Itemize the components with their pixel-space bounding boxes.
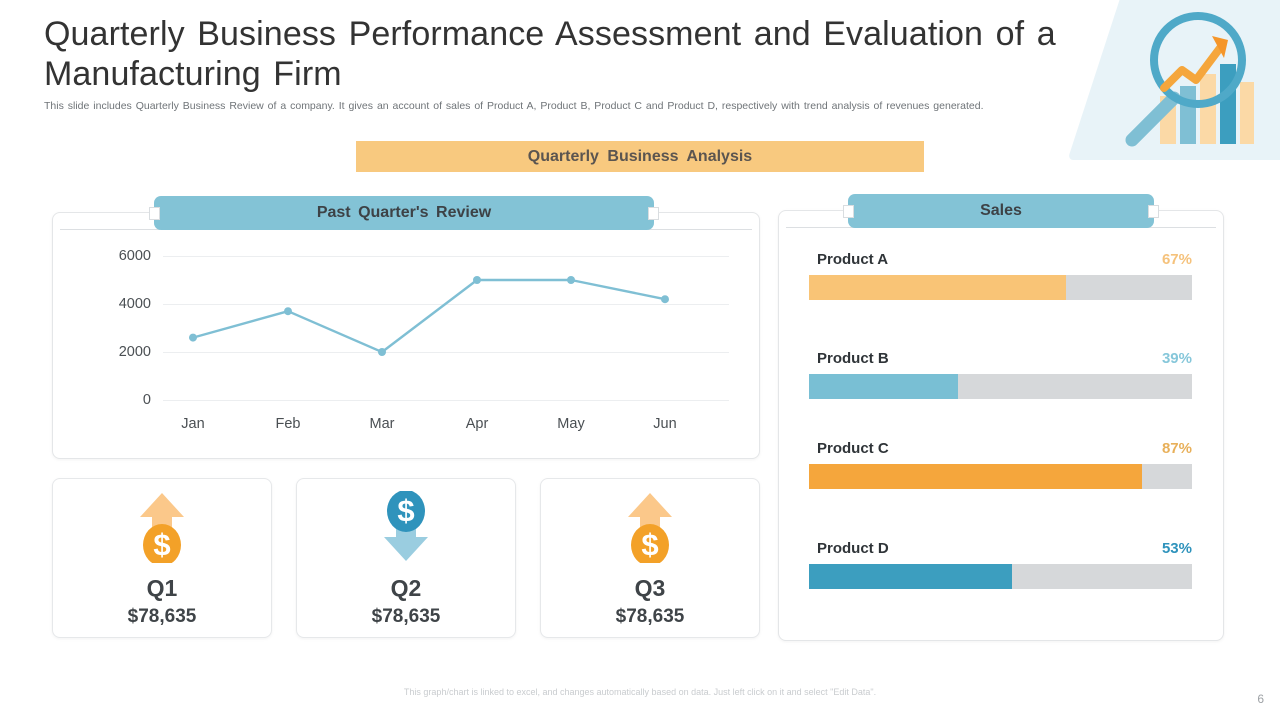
sales-row-percent: 39% — [1161, 350, 1192, 367]
x-axis-label-jan: Jan — [181, 416, 205, 432]
chart-panel-tab[interactable]: Past Quarter's Review — [149, 196, 659, 230]
x-axis-label-jun: Jun — [653, 416, 677, 432]
tab-notch-left — [149, 207, 160, 220]
sales-row-label: Product A — [817, 251, 889, 268]
chart-tab-connector-left — [60, 229, 160, 230]
x-axis-label-apr: Apr — [465, 416, 489, 432]
section-banner: Quarterly Business Analysis — [356, 141, 924, 172]
sales-row-percent: 87% — [1161, 440, 1192, 457]
y-axis-label-0: 0 — [142, 392, 151, 408]
tab-notch-left — [843, 205, 854, 218]
magnifying-glass-chart-icon — [1116, 8, 1256, 168]
sales-row-label: Product D — [817, 540, 889, 557]
kpi-card-q2[interactable]: $ Q2 $78,635 — [296, 478, 516, 638]
dollar-down-arrow-icon: $ — [378, 491, 434, 563]
line-series — [189, 276, 669, 356]
sales-progress-track — [809, 374, 1192, 399]
svg-text:$: $ — [641, 527, 658, 562]
sales-row-label: Product B — [817, 350, 889, 367]
sales-progress-fill — [809, 564, 1012, 589]
sales-progress-fill — [809, 464, 1143, 489]
svg-text:$: $ — [397, 493, 414, 528]
past-quarter-review-panel: 6000 4000 2000 0 Jan Feb Mar Apr May Jun — [52, 212, 760, 459]
tab-notch-right — [648, 207, 659, 220]
y-axis-label-6000: 6000 — [118, 248, 151, 264]
gridline-6000 — [163, 256, 729, 257]
kpi-card-q1[interactable]: $ Q1 $78,635 — [52, 478, 272, 638]
sales-row-percent: 53% — [1161, 540, 1192, 557]
kpi-title: Q2 — [390, 575, 422, 601]
sales-panel-tab-label: Sales — [980, 202, 1022, 219]
kpi-value: $78,635 — [127, 606, 197, 627]
x-axis-label-mar: Mar — [369, 416, 395, 432]
sales-tab-connector-right — [1146, 227, 1216, 228]
kpi-title: Q1 — [146, 575, 178, 601]
page-subtitle: This slide includes Quarterly Business R… — [44, 100, 984, 112]
kpi-card-q3[interactable]: $ Q3 $78,635 — [540, 478, 760, 638]
footer-note: This graph/chart is linked to excel, and… — [403, 687, 877, 697]
sales-row-percent: 67% — [1161, 251, 1192, 268]
sales-progress-track — [809, 275, 1192, 300]
kpi-value: $78,635 — [615, 606, 685, 627]
sales-progress-fill — [809, 374, 959, 399]
svg-text:$: $ — [153, 527, 170, 562]
section-banner-label: Quarterly Business Analysis — [527, 147, 753, 165]
kpi-title: Q3 — [634, 575, 666, 601]
chart-panel-tab-label: Past Quarter's Review — [316, 204, 492, 221]
sales-panel-tab[interactable]: Sales — [843, 194, 1159, 228]
x-axis-label-may: May — [557, 416, 585, 432]
y-axis-label-2000: 2000 — [118, 344, 151, 360]
gridline-0 — [163, 400, 729, 401]
sales-progress-track — [809, 564, 1192, 589]
line-chart: 6000 4000 2000 0 Jan Feb Mar Apr May Jun — [53, 213, 759, 458]
sales-progress-fill — [809, 275, 1066, 300]
sales-tab-connector-left — [786, 227, 856, 228]
y-axis-label-4000: 4000 — [118, 296, 151, 312]
dollar-up-arrow-icon: $ — [622, 491, 678, 563]
sales-progress-track — [809, 464, 1192, 489]
header-decoration — [1040, 0, 1280, 175]
kpi-value: $78,635 — [371, 606, 441, 627]
dollar-up-arrow-icon: $ — [134, 491, 190, 563]
gridline-2000 — [163, 352, 729, 353]
chart-tab-connector-right — [648, 229, 752, 230]
sales-panel: Product A 67% Product B 39% Product C 87… — [778, 210, 1224, 641]
tab-notch-right — [1148, 205, 1159, 218]
page-number: 6 — [1257, 692, 1264, 706]
page-title: Quarterly Business Performance Assessmen… — [44, 15, 1056, 93]
sales-row-label: Product C — [817, 440, 889, 457]
x-axis-label-feb: Feb — [275, 416, 301, 432]
